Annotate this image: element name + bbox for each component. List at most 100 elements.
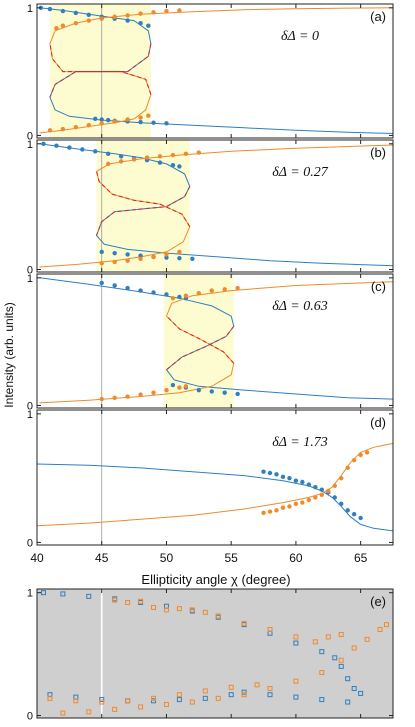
y-tick-label: 1 <box>27 3 33 15</box>
y-tick-label: 0 <box>27 264 33 276</box>
data-point-orange <box>176 692 182 698</box>
data-point-blue <box>351 511 357 517</box>
data-point-orange <box>60 23 66 28</box>
data-point-orange <box>138 256 143 261</box>
data-point-orange <box>358 452 363 458</box>
data-point-blue <box>157 160 163 165</box>
unstable-branch-2 <box>49 43 152 95</box>
data-point-blue <box>338 663 344 669</box>
data-point-orange <box>287 504 292 509</box>
data-point-blue <box>99 249 104 255</box>
data-point-blue <box>267 692 273 698</box>
data-point-blue <box>274 472 279 477</box>
data-point-blue <box>176 697 182 703</box>
data-point-orange <box>146 113 151 118</box>
data-point-blue <box>332 495 337 500</box>
data-point-orange <box>151 390 156 395</box>
panel-annotation: δΔ = 0.63 <box>272 299 327 314</box>
data-point-orange <box>293 678 299 684</box>
panel-b: 0 1 (b) δΔ = 0.27 <box>27 139 394 276</box>
data-point-blue <box>125 18 130 23</box>
data-point-orange <box>274 508 279 513</box>
data-point-blue <box>202 695 208 701</box>
data-point-orange <box>86 123 91 128</box>
data-point-blue <box>86 593 92 599</box>
data-point-orange <box>306 497 312 503</box>
data-point-orange <box>163 701 169 707</box>
panel-a: 0 1 (a) δΔ = 0 <box>27 3 394 142</box>
data-point-orange <box>138 704 144 710</box>
panel-label: (d) <box>370 415 386 430</box>
data-point-orange <box>73 124 79 130</box>
data-point-orange <box>138 11 143 16</box>
data-point-orange <box>99 16 104 21</box>
data-point-orange <box>196 150 202 155</box>
panel-annotation: δΔ = 1.73 <box>272 435 327 450</box>
data-point-blue <box>170 382 176 388</box>
x-tick-label: 60 <box>289 551 303 565</box>
data-point-orange <box>125 13 130 18</box>
data-point-blue <box>177 294 182 300</box>
data-point-orange <box>189 607 195 613</box>
data-point-orange <box>222 287 227 292</box>
panel-label: (a) <box>370 9 386 24</box>
data-point-orange <box>267 627 273 633</box>
data-point-orange <box>189 699 195 705</box>
theory-curve-orange <box>39 144 394 268</box>
data-point-orange <box>196 290 202 296</box>
data-point-blue <box>170 162 176 168</box>
data-point-blue <box>235 391 240 397</box>
data-point-orange <box>163 607 169 613</box>
panel-d: 0 1 (d) δΔ = 1.73 <box>27 409 394 549</box>
data-point-orange <box>293 634 299 640</box>
data-point-blue <box>332 655 338 661</box>
panel-label: (b) <box>370 145 386 160</box>
data-point-orange <box>164 387 169 393</box>
data-point-orange <box>164 8 169 14</box>
data-point-orange <box>215 695 221 701</box>
unstable-branch-1 <box>95 186 191 236</box>
data-point-orange <box>73 20 79 26</box>
panel-background <box>37 589 393 718</box>
data-point-orange <box>339 475 344 481</box>
data-point-blue <box>138 253 143 258</box>
data-point-orange <box>261 510 266 516</box>
data-point-blue <box>106 117 111 123</box>
data-point-orange <box>267 686 273 692</box>
theory-curve-blue <box>39 7 394 134</box>
data-point-orange <box>170 296 176 301</box>
data-point-blue <box>138 288 143 293</box>
data-point-orange <box>131 157 137 162</box>
panel-annotation: δΔ = 0.27 <box>272 165 328 180</box>
data-point-blue <box>358 515 363 521</box>
data-point-orange <box>138 115 143 120</box>
data-point-orange <box>300 500 305 505</box>
data-point-blue <box>228 692 234 698</box>
data-point-blue <box>287 475 292 481</box>
data-point-blue <box>293 694 299 700</box>
data-point-orange <box>151 254 156 260</box>
data-point-orange <box>183 151 189 157</box>
panel-frame <box>36 588 394 719</box>
data-point-blue <box>112 250 117 256</box>
data-point-orange <box>241 620 247 626</box>
data-point-orange <box>325 634 331 640</box>
panel-frame <box>36 273 394 409</box>
x-tick-label: 45 <box>95 551 109 565</box>
data-point-orange <box>138 598 144 604</box>
data-point-blue <box>99 280 104 286</box>
data-point-blue <box>151 120 156 125</box>
data-point-blue <box>351 686 357 692</box>
y-tick-label: 1 <box>27 588 33 600</box>
data-point-blue <box>40 590 46 596</box>
data-point-blue <box>54 143 59 148</box>
data-point-orange <box>157 154 163 159</box>
data-point-orange <box>125 117 130 122</box>
data-point-blue <box>267 470 273 476</box>
data-point-blue <box>209 389 214 394</box>
data-point-blue <box>41 141 46 146</box>
data-point-blue <box>93 149 98 154</box>
data-point-orange <box>112 706 118 712</box>
data-point-orange <box>351 645 357 651</box>
